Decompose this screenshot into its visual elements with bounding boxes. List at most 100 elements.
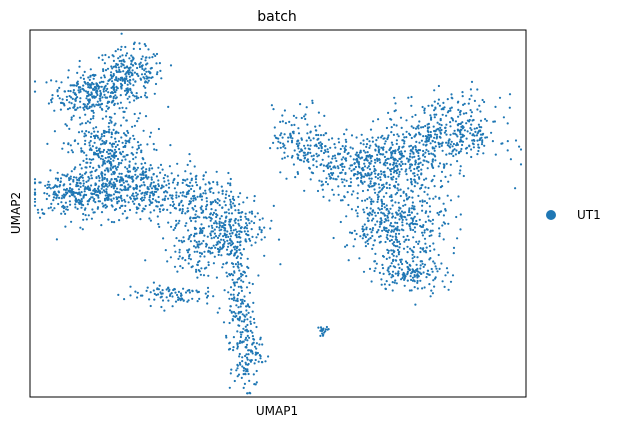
data-point xyxy=(236,245,239,248)
data-point xyxy=(411,204,414,207)
data-point xyxy=(393,241,396,244)
data-point xyxy=(400,258,403,261)
data-point xyxy=(228,253,232,256)
data-point xyxy=(374,161,377,164)
data-point xyxy=(33,188,37,191)
data-point xyxy=(411,196,414,199)
data-point xyxy=(238,233,241,236)
data-point xyxy=(412,228,415,232)
data-point xyxy=(168,165,171,168)
data-point xyxy=(355,232,358,236)
data-point xyxy=(439,179,443,182)
data-point xyxy=(360,173,363,177)
data-point xyxy=(229,225,232,229)
data-point xyxy=(321,158,324,161)
data-point xyxy=(380,211,383,214)
data-point xyxy=(129,87,132,90)
data-point xyxy=(67,76,70,79)
data-point xyxy=(411,150,414,153)
data-point xyxy=(326,183,329,186)
data-point xyxy=(416,281,419,284)
data-point xyxy=(64,191,68,194)
data-point xyxy=(152,181,155,184)
data-point xyxy=(390,194,393,197)
data-point xyxy=(74,197,77,200)
data-point xyxy=(453,148,456,151)
data-point xyxy=(304,117,307,121)
data-point xyxy=(233,379,236,383)
data-point xyxy=(204,189,207,192)
data-point xyxy=(76,178,79,181)
data-point xyxy=(117,196,120,199)
data-point xyxy=(199,255,202,258)
data-point xyxy=(193,165,196,168)
data-point xyxy=(431,178,434,181)
data-point xyxy=(374,175,377,179)
data-point xyxy=(374,267,377,270)
data-point xyxy=(391,204,394,207)
data-point xyxy=(87,76,90,79)
data-point xyxy=(87,131,90,134)
data-point xyxy=(92,83,95,86)
data-point xyxy=(119,94,122,97)
data-point xyxy=(368,174,371,177)
data-point xyxy=(61,147,64,150)
data-point xyxy=(82,204,85,207)
data-point xyxy=(282,142,285,145)
data-point xyxy=(414,181,417,184)
data-point xyxy=(438,123,441,126)
data-point xyxy=(204,192,207,195)
data-point xyxy=(88,101,91,104)
data-point xyxy=(175,191,178,194)
data-point xyxy=(302,160,305,163)
data-point xyxy=(385,126,388,130)
data-point xyxy=(128,139,131,142)
data-point xyxy=(353,229,356,232)
data-point xyxy=(371,185,374,188)
data-point xyxy=(135,95,138,98)
data-point xyxy=(76,106,79,109)
data-point xyxy=(251,350,254,353)
data-point xyxy=(152,281,155,284)
data-point xyxy=(238,355,241,358)
data-point xyxy=(146,190,149,194)
data-point xyxy=(245,356,249,359)
data-point xyxy=(229,198,232,201)
data-point xyxy=(430,267,433,271)
data-point xyxy=(236,278,239,281)
data-point xyxy=(129,137,132,140)
data-point xyxy=(94,183,98,186)
data-point xyxy=(79,106,82,109)
data-point xyxy=(115,62,118,66)
data-point xyxy=(175,219,178,222)
data-point xyxy=(74,166,77,169)
data-point xyxy=(442,214,445,217)
data-point xyxy=(398,206,401,209)
data-point xyxy=(258,354,261,357)
data-point xyxy=(220,254,223,257)
data-point xyxy=(144,67,147,70)
data-point xyxy=(366,239,369,243)
data-point xyxy=(419,187,422,190)
data-point xyxy=(361,189,365,193)
data-point xyxy=(85,105,88,108)
data-point xyxy=(424,186,427,189)
data-point xyxy=(236,240,239,244)
data-point xyxy=(396,225,399,228)
data-point xyxy=(224,236,228,239)
data-point xyxy=(84,90,88,93)
data-point xyxy=(480,143,484,146)
data-point xyxy=(110,164,113,167)
data-point xyxy=(461,91,464,94)
data-point xyxy=(130,152,133,155)
data-point xyxy=(249,322,252,325)
data-point xyxy=(112,59,115,63)
data-point xyxy=(387,157,390,160)
data-point xyxy=(393,162,396,165)
data-point xyxy=(207,250,210,253)
data-point xyxy=(75,176,78,179)
data-point xyxy=(426,193,429,196)
data-point xyxy=(228,212,231,215)
data-point xyxy=(84,113,87,116)
data-point xyxy=(366,166,369,169)
